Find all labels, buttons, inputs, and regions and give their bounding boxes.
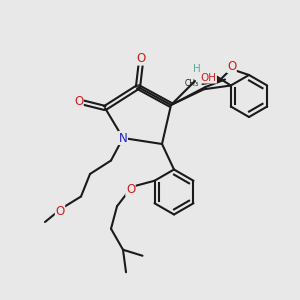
Text: O: O: [136, 52, 146, 65]
Text: H: H: [193, 64, 200, 74]
Text: O: O: [56, 205, 64, 218]
Text: N: N: [118, 131, 127, 145]
Text: CH₃: CH₃: [185, 80, 199, 88]
Text: O: O: [74, 95, 83, 109]
Text: O: O: [227, 59, 236, 73]
Text: O: O: [126, 183, 135, 196]
Text: OH: OH: [200, 73, 216, 83]
